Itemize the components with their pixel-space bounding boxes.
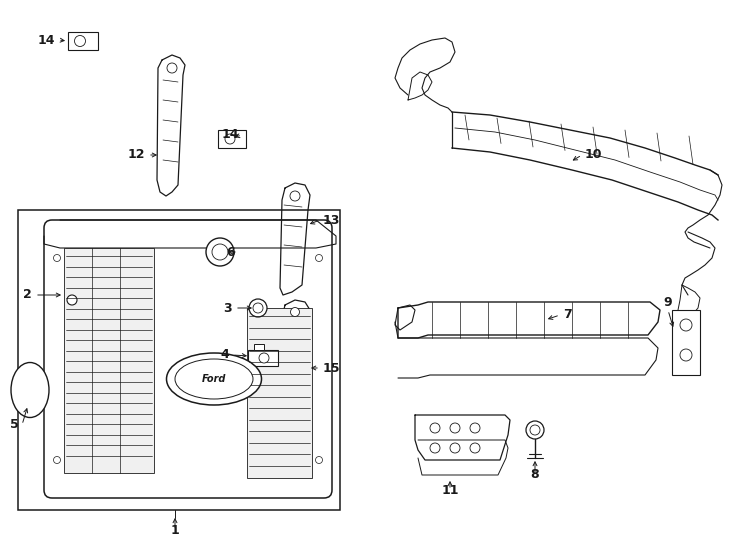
Circle shape	[212, 244, 228, 260]
Text: 4: 4	[220, 348, 229, 361]
Circle shape	[290, 191, 300, 201]
Text: 14: 14	[37, 33, 55, 46]
Text: 2: 2	[23, 288, 32, 301]
Text: 13: 13	[323, 213, 341, 226]
Circle shape	[450, 423, 460, 433]
Text: Ford: Ford	[202, 374, 226, 384]
Text: 14: 14	[222, 129, 239, 141]
Circle shape	[526, 421, 544, 439]
Text: 8: 8	[531, 469, 539, 482]
Bar	[18, 210, 340, 510]
Circle shape	[249, 299, 267, 317]
Text: 10: 10	[585, 148, 603, 161]
Bar	[672, 310, 700, 375]
Circle shape	[74, 36, 85, 46]
FancyBboxPatch shape	[44, 220, 332, 498]
Circle shape	[680, 349, 692, 361]
Ellipse shape	[167, 353, 261, 405]
Circle shape	[225, 134, 235, 144]
Circle shape	[167, 63, 177, 73]
Circle shape	[430, 443, 440, 453]
Text: 9: 9	[664, 295, 672, 308]
Bar	[247, 308, 312, 478]
Ellipse shape	[175, 359, 253, 399]
Bar	[254, 344, 264, 350]
Text: 1: 1	[170, 523, 179, 537]
Circle shape	[291, 307, 299, 316]
Circle shape	[206, 238, 234, 266]
Ellipse shape	[11, 362, 49, 417]
Circle shape	[259, 353, 269, 363]
Bar	[68, 32, 98, 50]
Circle shape	[430, 423, 440, 433]
Circle shape	[54, 456, 60, 463]
Circle shape	[530, 425, 540, 435]
Text: 12: 12	[128, 148, 145, 161]
Bar	[218, 130, 246, 148]
Text: 6: 6	[226, 246, 235, 259]
Circle shape	[67, 295, 77, 305]
Circle shape	[470, 423, 480, 433]
Circle shape	[54, 254, 60, 261]
Text: 11: 11	[441, 483, 459, 496]
Text: 15: 15	[323, 361, 341, 375]
Circle shape	[316, 456, 322, 463]
Circle shape	[450, 443, 460, 453]
Text: 5: 5	[10, 418, 19, 431]
Circle shape	[470, 443, 480, 453]
Bar	[248, 350, 278, 366]
Text: 3: 3	[223, 301, 232, 314]
Circle shape	[316, 254, 322, 261]
Bar	[64, 248, 154, 473]
Circle shape	[253, 303, 263, 313]
Circle shape	[680, 319, 692, 331]
Text: 7: 7	[563, 308, 572, 321]
